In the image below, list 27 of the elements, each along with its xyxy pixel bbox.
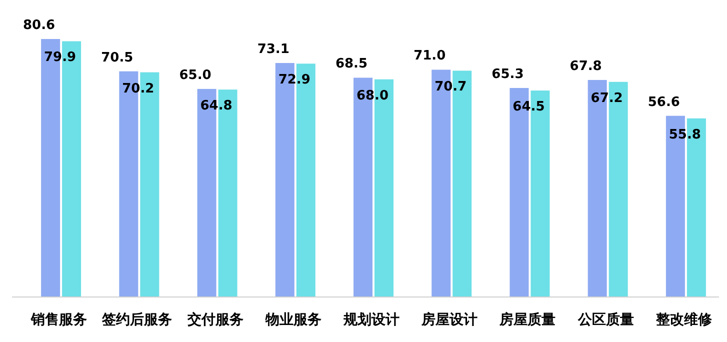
data-label: 70.5 [101, 50, 134, 66]
data-label: 55.8 [668, 127, 701, 142]
data-label: 64.8 [200, 98, 232, 114]
x-tick-label: 销售服务 [30, 312, 88, 328]
data-label: 70.7 [434, 80, 467, 95]
data-label: 70.2 [122, 81, 154, 96]
data-label: 80.6 [23, 18, 56, 33]
x-tick-label: 整改维修 [654, 311, 713, 328]
data-label: 72.9 [278, 72, 310, 88]
x-tick-label: 签约后服务 [101, 311, 172, 328]
x-tick-label: 规划设计 [342, 312, 400, 328]
data-label: 64.5 [512, 100, 545, 115]
data-label: 65.0 [179, 68, 212, 83]
x-tick-label: 公区质量 [576, 311, 634, 328]
x-tick-label: 交付服务 [186, 311, 244, 328]
data-label: 73.1 [257, 42, 290, 58]
x-tick-label: 物业服务 [264, 312, 322, 328]
x-tick-label: 房屋设计 [420, 311, 478, 328]
data-label: 79.9 [44, 50, 76, 66]
data-label: 68.5 [335, 56, 368, 72]
data-label: 71.0 [414, 48, 446, 64]
data-label: 68.0 [356, 88, 389, 104]
x-tick-label: 房屋质量 [498, 311, 556, 328]
data-label: 65.3 [492, 66, 524, 82]
data-label: 56.6 [648, 94, 680, 110]
data-label: 67.2 [590, 90, 623, 106]
data-label: 67.8 [570, 58, 602, 74]
